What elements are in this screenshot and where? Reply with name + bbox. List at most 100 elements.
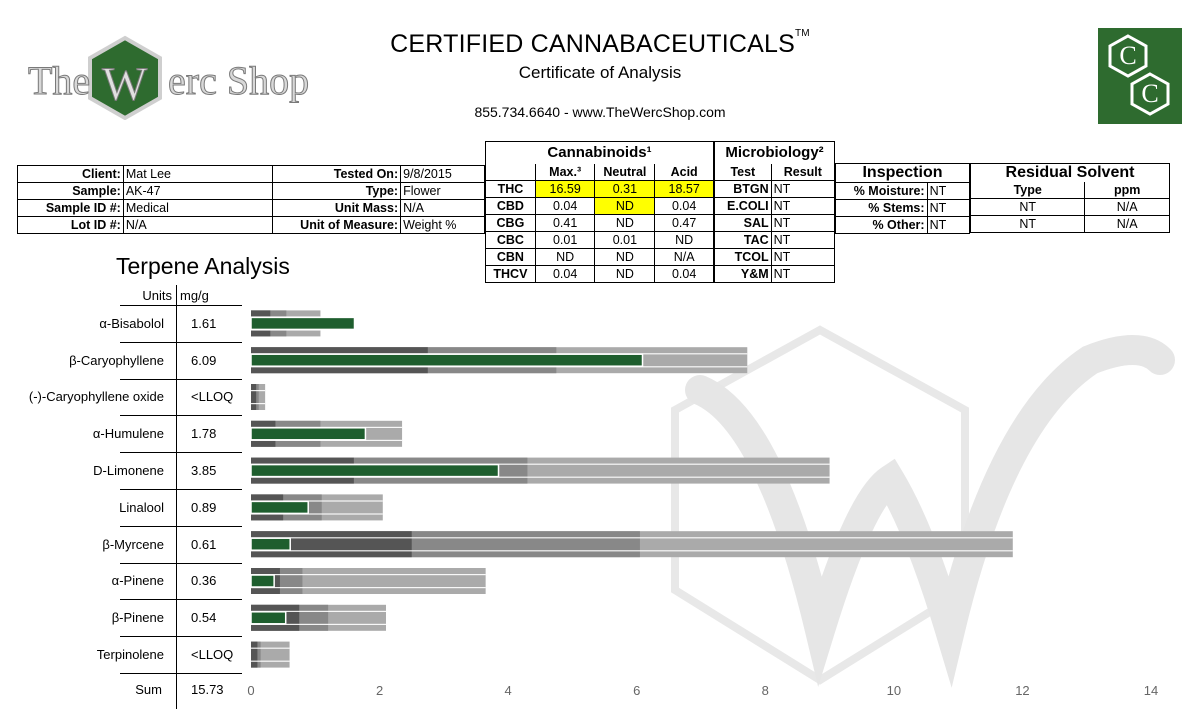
terpene-bar <box>250 463 500 478</box>
cannabinoid-neutral: ND <box>594 265 656 283</box>
page-title: CERTIFIED CANNABACEUTICALSTM <box>390 28 810 58</box>
col-ppm: ppm <box>1084 182 1170 199</box>
cannabinoid-acid: 0.47 <box>654 214 714 232</box>
svg-text:The: The <box>28 58 90 103</box>
micro-test: TCOL <box>714 248 772 266</box>
table-line <box>176 285 177 709</box>
terpene-bar <box>250 574 275 588</box>
terpene-value: <LLOQ <box>191 647 234 663</box>
x-tick-label: 12 <box>1015 683 1029 698</box>
cannabinoid-name: THCV <box>485 265 536 283</box>
reference-range-gap <box>251 513 383 515</box>
x-tick-label: 2 <box>376 683 383 698</box>
reference-range-gap <box>251 550 1013 552</box>
inspection-value: NT <box>926 216 971 234</box>
x-tick-label: 10 <box>887 683 901 698</box>
reference-range-gap <box>251 500 383 502</box>
inspection-label: % Other: <box>835 216 928 234</box>
reference-range-bar <box>251 384 257 410</box>
reference-range-gap <box>251 463 830 465</box>
page-subtitle: Certificate of Analysis <box>518 63 682 82</box>
table-line <box>120 525 242 527</box>
terpene-value: 0.54 <box>191 610 217 626</box>
terpene-value: 0.61 <box>191 536 217 552</box>
svg-text:C: C <box>1119 41 1136 70</box>
terpene-value: 0.36 <box>191 573 217 589</box>
reference-range-gap <box>251 574 486 576</box>
col-neutral: Neutral <box>594 164 656 181</box>
table-line <box>120 341 242 343</box>
terpene-name: Terpinolene <box>96 647 164 663</box>
cc-logo: C C <box>1098 28 1182 124</box>
microbiology-table: Microbiology² Test Result BTGN NT E.COLI N… <box>714 141 836 283</box>
reference-range-bar <box>251 641 258 668</box>
terpene-value: 1.61 <box>191 315 217 331</box>
sample-label: Sample: <box>17 182 124 200</box>
contact-line: 855.734.6640 - www.TheWercShop.com <box>474 104 726 120</box>
terpene-value: 3.85 <box>191 463 217 479</box>
x-tick-label: 6 <box>633 683 640 698</box>
cannabinoids-title: Cannabinoids¹ <box>485 141 714 164</box>
lotid-value: N/A <box>122 216 274 234</box>
cannabinoid-name: THC <box>485 180 536 198</box>
micro-test: SAL <box>714 214 772 232</box>
sampleid-value: Medical <box>122 199 274 217</box>
sum-value: 15.73 <box>191 681 224 697</box>
terpene-name: D-Limonene <box>93 463 164 479</box>
terpene-name: β-Myrcene <box>102 536 164 552</box>
micro-result: NT <box>770 265 836 283</box>
units-value: mg/g <box>180 287 209 303</box>
terpene-table: Units mg/g α-Bisabolol 1.61 β-Caryophyllene 6… <box>0 0 250 716</box>
inspection-label: % Moisture: <box>835 182 928 200</box>
terpene-value: 1.78 <box>191 426 217 442</box>
micro-result: NT <box>770 248 836 266</box>
x-tick-label: 8 <box>762 683 769 698</box>
solvent-type: NT <box>969 215 1086 233</box>
cannabinoid-acid: 0.04 <box>654 265 714 283</box>
terpene-bar <box>250 353 644 367</box>
col-type: Type <box>969 182 1086 199</box>
terpene-title: Terpene Analysis <box>116 253 290 279</box>
terpene-value: 6.09 <box>191 352 217 368</box>
terpene-bar <box>250 611 287 625</box>
reference-range-gap <box>251 403 266 405</box>
cannabinoids-table: Cannabinoids¹ Max.³ Neutral Acid THC 16.… <box>485 141 714 283</box>
reference-range-gap <box>251 587 486 589</box>
type-value: Flower <box>400 182 485 200</box>
reference-range-gap <box>251 660 290 662</box>
x-tick-label: 4 <box>505 683 512 698</box>
unitmass-value: N/A <box>400 199 485 217</box>
uom-label: Unit of Measure: <box>272 216 402 234</box>
solvent-ppm: N/A <box>1084 215 1170 233</box>
table-line <box>120 489 242 490</box>
terpene-bar <box>250 500 309 515</box>
reference-range-gap <box>251 390 266 392</box>
cannabinoid-max: 0.41 <box>534 214 596 232</box>
terpene-name: α-Humulene <box>92 426 164 442</box>
svg-text:C: C <box>1141 79 1158 108</box>
table-line <box>120 673 242 674</box>
table-line <box>120 378 242 380</box>
reference-range-gap <box>251 610 386 612</box>
terpene-name: Linalool <box>119 499 164 515</box>
terpene-name: (-)-Caryophyllene oxide <box>28 389 164 405</box>
lotid-label: Lot ID #: <box>17 216 124 234</box>
inspection-title: Inspection <box>835 163 970 183</box>
microbiology-title: Microbiology² <box>714 141 835 164</box>
svg-text:W: W <box>102 58 148 111</box>
cannabinoid-neutral: 0.01 <box>594 231 656 249</box>
table-line <box>120 415 242 417</box>
units-label: Units <box>142 287 172 303</box>
micro-test: Y&M <box>714 265 772 283</box>
table-line <box>120 599 242 601</box>
svg-text:erc Shop: erc Shop <box>168 58 309 103</box>
sum-label: Sum <box>135 681 162 697</box>
terpene-value: <LLOQ <box>191 389 234 405</box>
table-line <box>120 636 242 638</box>
cannabinoid-name: CBD <box>485 197 536 215</box>
client-info-table: Client: Mat Lee Tested On: 9/8/2015 Samp… <box>17 165 485 234</box>
x-tick-label: 0 <box>247 683 254 698</box>
table-line <box>120 305 242 306</box>
cannabinoid-acid: 18.57 <box>654 180 714 198</box>
